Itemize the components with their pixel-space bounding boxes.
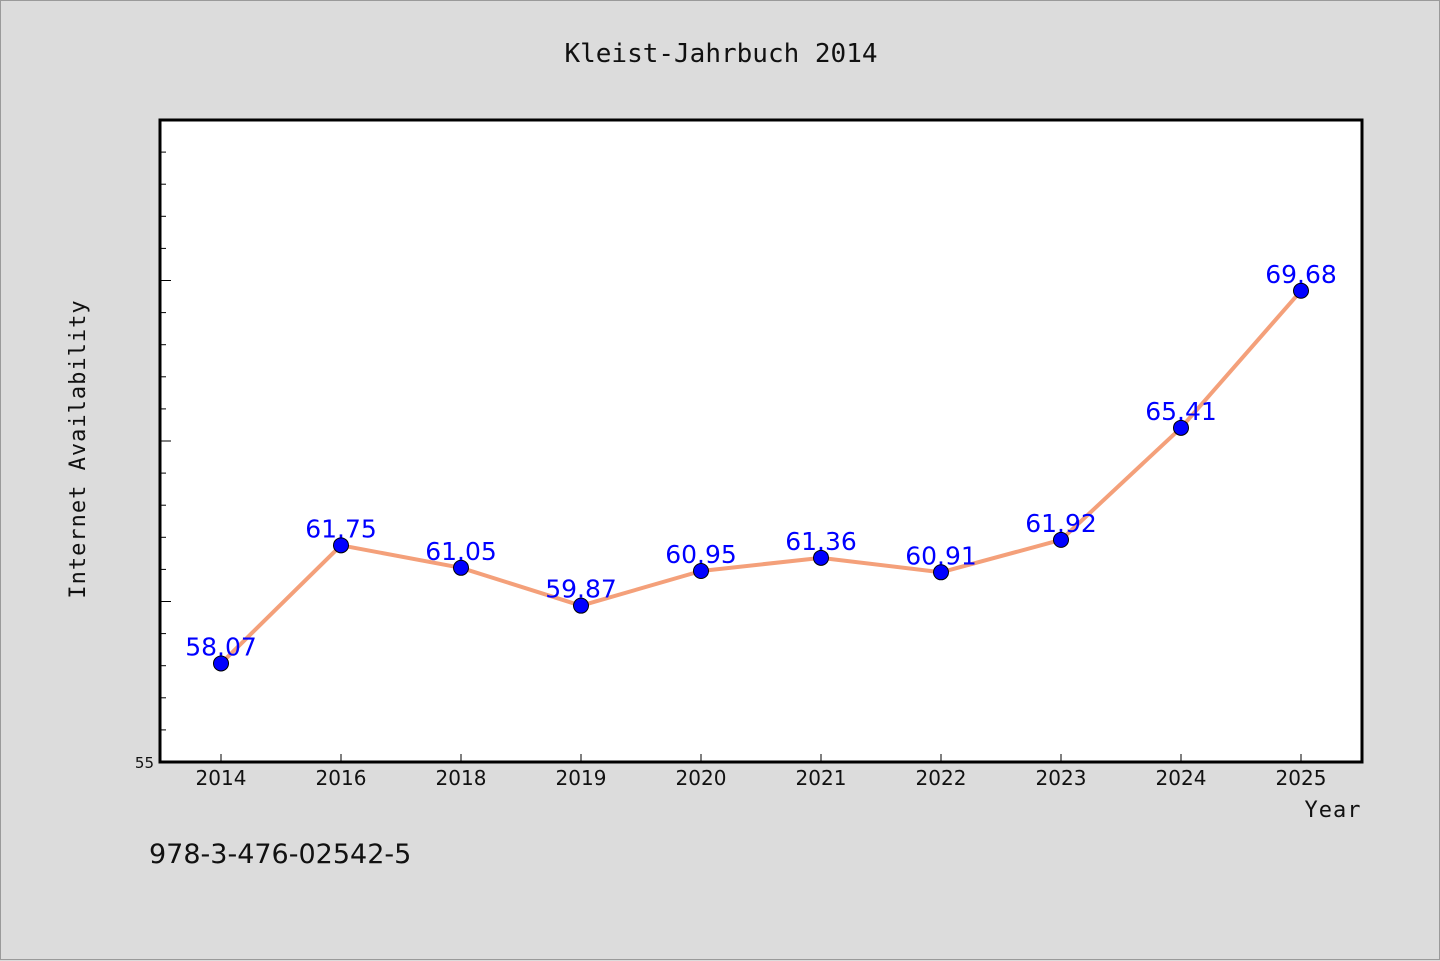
data-label: 61.92 [1025, 509, 1097, 538]
data-label: 60.95 [665, 540, 737, 569]
data-point [693, 563, 709, 580]
series-line [219, 288, 1303, 666]
data-point [213, 655, 229, 672]
data-point [573, 597, 589, 614]
x-tick-label: 2016 [316, 766, 367, 790]
data-markers [213, 282, 1309, 672]
x-axis-ticks: 2014 2016 2018 2019 2020 2021 2022 2023 2024 2025 [196, 754, 1327, 790]
y-tick-label: 55 [135, 754, 154, 772]
x-tick-label: 2021 [796, 766, 847, 790]
data-label: 61.05 [425, 537, 497, 566]
data-point [813, 549, 829, 566]
data-point [1293, 282, 1309, 299]
data-point [933, 564, 949, 581]
x-tick-label: 2023 [1036, 766, 1087, 790]
data-point [453, 559, 469, 576]
data-label: 69.68 [1265, 260, 1337, 289]
data-label: 60.91 [905, 541, 977, 570]
x-tick-label: 2019 [556, 766, 607, 790]
x-tick-label: 2020 [676, 766, 727, 790]
data-label: 61.75 [305, 514, 377, 543]
y-axis-title: Internet Availability [66, 299, 91, 598]
data-label: 61.36 [785, 527, 857, 556]
y-axis-ticks: 55 [135, 119, 171, 772]
x-axis-title: Year [1305, 798, 1362, 823]
x-tick-label: 2022 [916, 766, 967, 790]
x-tick-label: 2024 [1156, 766, 1207, 790]
isbn-text: 978-3-476-02542-5 [149, 839, 411, 870]
data-point [333, 537, 349, 554]
data-point [1053, 531, 1069, 548]
data-label: 58.07 [185, 632, 257, 661]
data-labels: 58.07 61.75 61.05 59.87 60.95 61.36 60.91 61.92… [185, 260, 1337, 662]
series-line-group [219, 288, 1303, 666]
data-label: 59.87 [545, 575, 617, 604]
plot-area [158, 118, 1364, 764]
x-tick-label: 2014 [196, 766, 247, 790]
data-point [1173, 419, 1189, 436]
chart-title: Kleist-Jahrbuch 2014 [564, 39, 877, 69]
data-label: 65.41 [1145, 397, 1217, 426]
x-tick-label: 2025 [1276, 766, 1327, 790]
x-tick-label: 2018 [436, 766, 487, 790]
